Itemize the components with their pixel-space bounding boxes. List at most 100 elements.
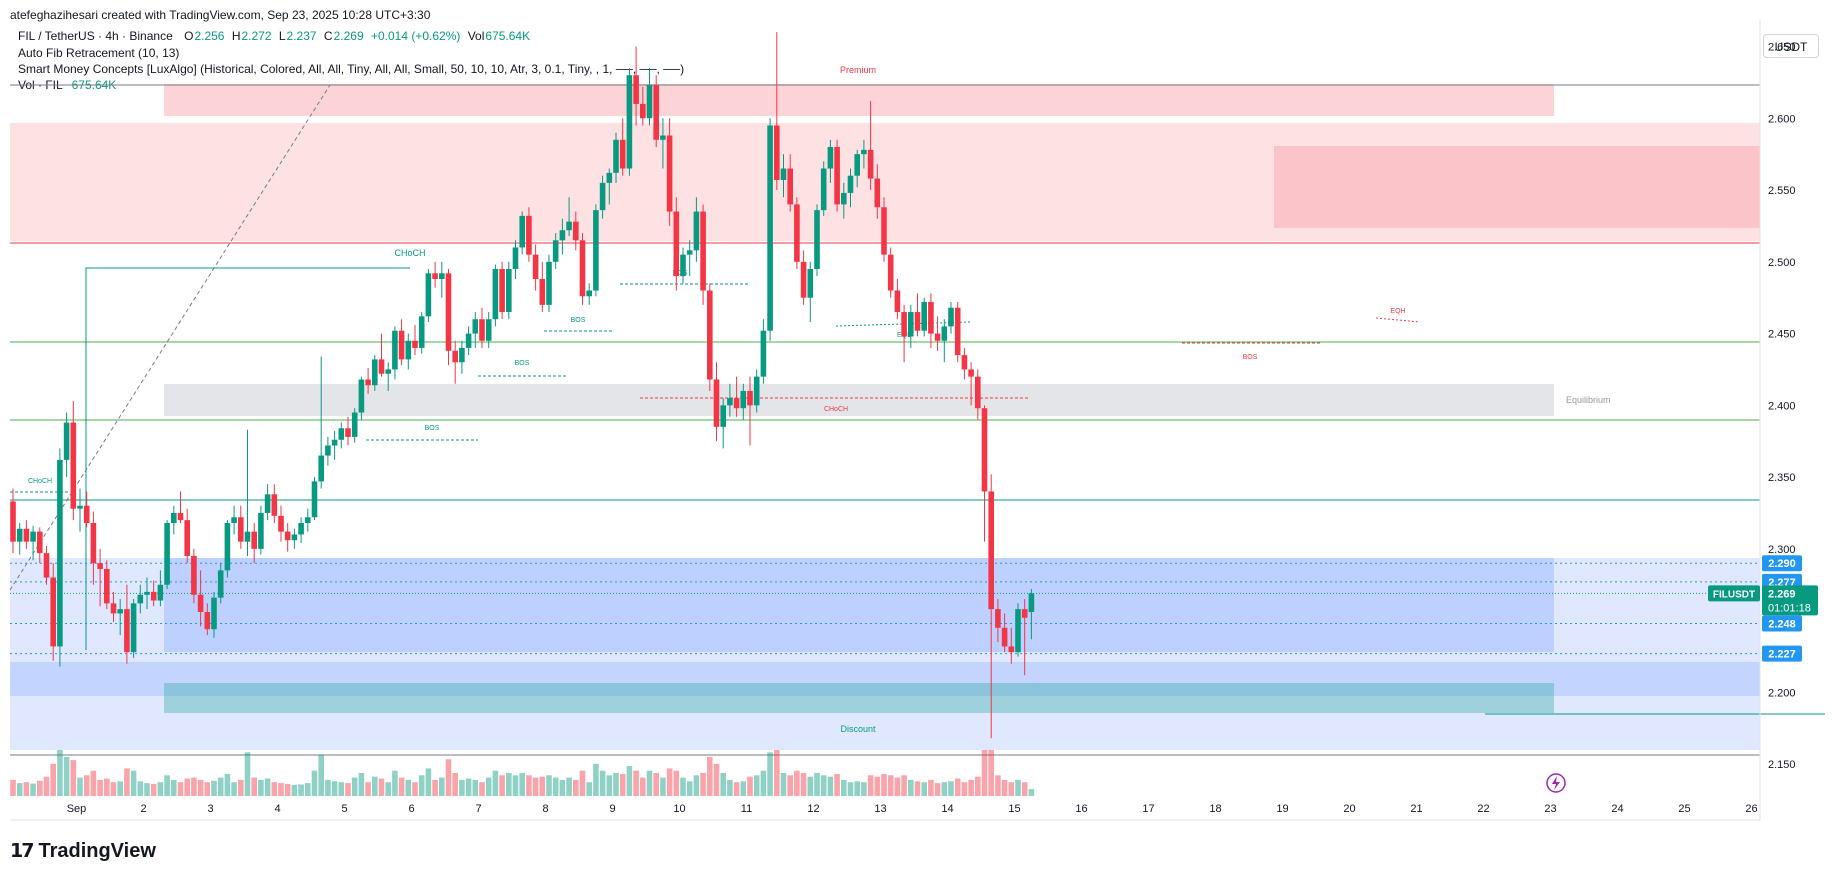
volume-bar (191, 777, 197, 796)
candle (432, 261, 438, 288)
candle-body (747, 390, 753, 406)
volume-bar (90, 770, 97, 796)
candle (284, 523, 291, 552)
currency-button[interactable]: USDT (1763, 34, 1819, 58)
volume-bar (117, 781, 123, 796)
candle (291, 528, 298, 549)
candle (164, 520, 170, 590)
volume-bar (358, 773, 365, 796)
candle-body (640, 103, 646, 119)
candle-body (452, 350, 458, 363)
candle (150, 580, 157, 607)
volume-bar (171, 779, 177, 796)
y-tick-label: 2.350 (1768, 472, 1796, 484)
candle-body (231, 517, 237, 524)
volume-bar (432, 779, 438, 796)
candles (10, 32, 1035, 739)
volume-bar (908, 779, 914, 796)
bos-label-5: BOS (1243, 354, 1258, 361)
volume-bar (445, 759, 452, 796)
x-tick-label: 12 (807, 803, 819, 815)
candle (673, 197, 680, 291)
candle (874, 164, 881, 219)
candle-body (479, 319, 485, 341)
y-axis[interactable]: 2.650 2.600 2.550 2.500 2.450 2.400 2.350 2.300… (1768, 42, 1796, 772)
candle (908, 304, 914, 348)
volume-bar (298, 784, 304, 796)
discount-order-block (164, 683, 1554, 713)
candle (774, 32, 780, 191)
y-tick-label: 2.300 (1768, 544, 1796, 556)
y-tick-label: 2.400 (1768, 400, 1796, 412)
candle-body (278, 515, 284, 532)
candle (1015, 603, 1021, 657)
candle (110, 591, 117, 623)
candle (445, 268, 452, 366)
candle-body (16, 528, 23, 542)
symbol-name[interactable]: FIL / TetherUS · 4h · Binance (18, 29, 173, 43)
volume-bar (881, 773, 887, 796)
volume-bar (418, 775, 425, 796)
candle-body (619, 139, 626, 169)
volume-bar (57, 750, 63, 796)
candle (794, 197, 800, 269)
symbol-tag (1708, 585, 1760, 602)
candle-body (418, 316, 425, 348)
candle-body (727, 398, 733, 406)
volume-bar (707, 756, 713, 796)
candle-body (780, 168, 787, 180)
candle-body (767, 125, 773, 331)
tradingview-logo-icon: 𝟭𝟳 (10, 841, 34, 862)
volume-bar (747, 776, 753, 796)
candle (372, 355, 378, 391)
candle-body (934, 333, 941, 341)
footer-logo-text: TradingView (38, 840, 156, 862)
x-tick-label: 11 (741, 803, 752, 815)
candle-body (800, 261, 807, 298)
candle (23, 520, 30, 549)
lightning-icon[interactable] (1546, 773, 1566, 793)
volume-bar (211, 780, 217, 796)
candle (345, 416, 351, 446)
candle (767, 118, 773, 341)
volume-bar (231, 782, 237, 796)
candle (1008, 627, 1015, 664)
price-level-tag (1762, 645, 1802, 662)
x-axis[interactable]: Sep 2 3 4 5 6 7 8 9 10 11 12 13 14 15 16 17 18 19 20 21 22 23 2… (67, 803, 1758, 815)
x-tick-label: 10 (673, 803, 685, 815)
candle-body (914, 312, 921, 331)
volume-bar (284, 784, 291, 796)
footer-logo[interactable]: 𝟭𝟳 TradingView (10, 840, 156, 863)
volume-bar (1028, 789, 1035, 796)
volume-bar (110, 782, 117, 796)
price-level-tag (1762, 555, 1802, 572)
candle-body (57, 459, 63, 647)
volume-bar (63, 756, 70, 796)
volume-bar (204, 782, 211, 796)
x-tick-label: 15 (1008, 803, 1020, 815)
indicator-smc[interactable]: Smart Money Concepts [LuxAlgo] (Historic… (18, 62, 685, 76)
volume-bar (599, 770, 606, 796)
candle-body (566, 221, 572, 231)
volume-bar (666, 768, 673, 796)
candle (807, 261, 814, 323)
candle-body (606, 172, 613, 183)
indicator-fib[interactable]: Auto Fib Retracement (10, 13) (18, 46, 180, 60)
volume-bar (398, 777, 405, 796)
candle (975, 369, 981, 420)
volume-bar (465, 778, 472, 796)
candle (385, 362, 391, 391)
candle (753, 369, 760, 413)
y-tick-label: 2.200 (1768, 687, 1796, 699)
x-tick-label: 18 (1209, 803, 1221, 815)
candle-body (392, 330, 398, 370)
candle (130, 599, 137, 658)
volume-bar (767, 752, 773, 796)
candle (566, 197, 572, 236)
volume-bar (961, 782, 968, 796)
candle (351, 408, 358, 443)
volume-bar (278, 783, 284, 796)
candle-body (827, 146, 834, 169)
volume-bar (485, 777, 492, 796)
